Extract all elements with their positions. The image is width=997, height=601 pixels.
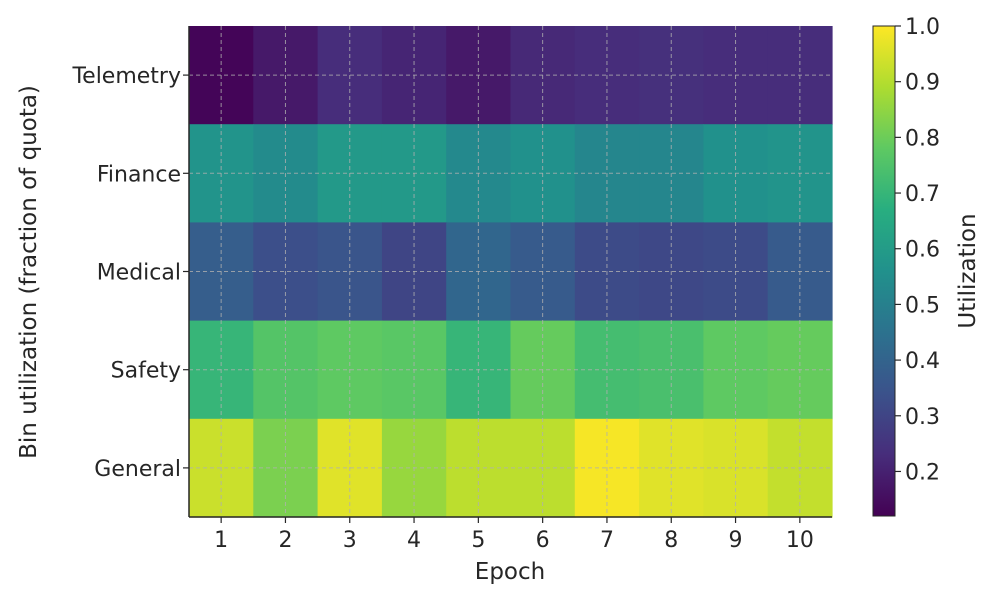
y-tick-label: Safety: [111, 359, 181, 384]
y-tick-label: Finance: [97, 162, 181, 187]
colorbar-tick-label: 0.3: [905, 405, 940, 430]
grid-lines: [189, 26, 832, 517]
y-tick-label: Medical: [97, 261, 181, 286]
x-tick-label: 1: [214, 528, 228, 553]
colorbar-label: Utilization: [955, 213, 981, 328]
x-tick-label: 2: [278, 528, 292, 553]
x-tick-label: 9: [729, 528, 743, 553]
colorbar-tick-label: 0.6: [905, 238, 940, 263]
x-tick-label: 7: [600, 528, 614, 553]
x-axis-title: Epoch: [475, 559, 545, 585]
colorbar-tick-label: 0.4: [905, 349, 940, 374]
colorbar-tick-label: 0.9: [905, 71, 940, 96]
x-tick-label: 6: [536, 528, 550, 553]
x-axis-ticks: 1 2 3 4 5 6 7 8 9 10: [214, 517, 814, 553]
colorbar-tick-label: 0.5: [905, 293, 940, 318]
x-tick-label: 3: [343, 528, 357, 553]
colorbar-tick-label: 0.7: [905, 182, 940, 207]
x-tick-label: 8: [664, 528, 678, 553]
colorbar-tick-label: 0.2: [905, 460, 940, 485]
x-tick-label: 4: [407, 528, 421, 553]
colorbar-ticks: 0.2 0.3 0.4 0.5 0.6 0.7 0.8 0.9 1.0: [895, 15, 940, 485]
x-tick-label: 5: [471, 528, 485, 553]
colorbar: [872, 25, 896, 517]
x-tick-label: 10: [786, 528, 814, 553]
y-tick-label: General: [94, 457, 181, 482]
y-axis-title: Bin utilization (fraction of quota): [16, 85, 42, 459]
colorbar-tick-label: 0.8: [905, 126, 940, 151]
y-axis-ticks: Telemetry Finance Medical Safety General: [71, 64, 189, 482]
colorbar-tick-label: 1.0: [905, 15, 940, 40]
y-tick-label: Telemetry: [71, 64, 181, 89]
